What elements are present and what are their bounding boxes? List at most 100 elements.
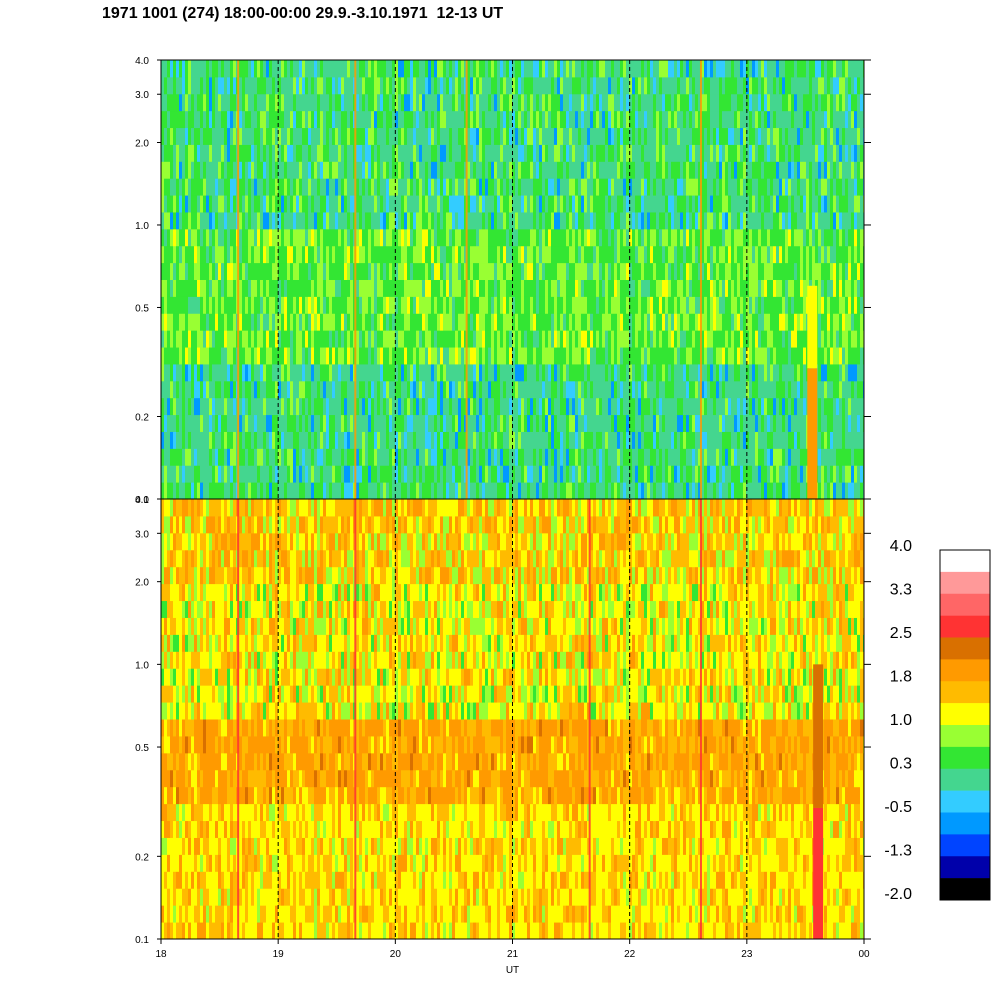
heatmap-cell: [587, 110, 591, 129]
heatmap-cell: [602, 178, 606, 196]
heatmap-cell: [656, 245, 660, 264]
heatmap-cell: [233, 448, 237, 466]
heatmap-cell: [533, 195, 537, 213]
heatmap-cell: [644, 76, 648, 95]
heatmap-cell: [332, 414, 336, 432]
heatmap-cell: [512, 414, 516, 432]
heatmap-cell: [278, 110, 282, 129]
heatmap-cell: [590, 397, 594, 416]
heatmap-cell: [443, 245, 447, 264]
heatmap-cell: [575, 347, 579, 365]
heatmap-cell: [413, 380, 417, 399]
heatmap-cell: [665, 245, 669, 264]
heatmap-cell: [173, 211, 177, 230]
heatmap-cell: [617, 195, 621, 213]
heatmap-cell: [260, 262, 264, 280]
heatmap-cell: [404, 448, 408, 466]
heatmap-cell: [473, 279, 477, 297]
heatmap-cell: [503, 195, 507, 213]
heatmap-cell: [287, 380, 291, 399]
heatmap-cell: [557, 482, 561, 499]
heatmap-cell: [632, 161, 636, 179]
heatmap-cell: [188, 397, 192, 416]
heatmap-cell: [437, 431, 441, 449]
heatmap-cell: [629, 296, 633, 314]
heatmap-cell: [323, 262, 327, 280]
heatmap-cell: [665, 93, 669, 112]
heatmap-cell: [407, 195, 411, 213]
heatmap-cell: [689, 262, 693, 280]
heatmap-cell: [518, 448, 522, 466]
heatmap-cell: [446, 465, 450, 483]
heatmap-cell: [554, 482, 558, 499]
heatmap-cell: [548, 245, 552, 264]
heatmap-cell: [614, 245, 618, 264]
heatmap-cell: [557, 195, 561, 213]
heatmap-cell: [653, 211, 657, 230]
heatmap-cell: [233, 211, 237, 230]
heatmap-cell: [269, 93, 273, 112]
heatmap-cell: [350, 279, 354, 297]
heatmap-cell: [368, 127, 372, 145]
heatmap-cell: [686, 363, 690, 382]
heatmap-cell: [398, 448, 402, 466]
heatmap-cell: [653, 431, 657, 449]
heatmap-cell: [581, 279, 585, 297]
heatmap-cell: [323, 144, 327, 162]
heatmap-cell: [296, 144, 300, 162]
heatmap-cell: [722, 195, 726, 213]
heatmap-cell: [284, 127, 288, 145]
heatmap-cell: [284, 279, 288, 297]
heatmap-cell: [311, 211, 315, 230]
heatmap-cell: [257, 414, 261, 432]
heatmap-cell: [509, 76, 513, 95]
heatmap-cell: [680, 313, 684, 331]
heatmap-cell: [602, 262, 606, 280]
heatmap-cell: [626, 330, 630, 348]
heatmap-cell: [302, 93, 306, 112]
heatmap-cell: [386, 144, 390, 162]
heatmap-cell: [488, 465, 492, 483]
heatmap-cell: [278, 76, 282, 95]
heatmap-cell: [545, 161, 549, 179]
heatmap-cell: [413, 330, 417, 348]
heatmap-cell: [536, 195, 540, 213]
heatmap-cell: [173, 76, 177, 95]
heatmap-cell: [398, 60, 402, 78]
heatmap-cell: [242, 228, 246, 247]
heatmap-cell: [554, 178, 558, 196]
heatmap-cell: [488, 228, 492, 247]
heatmap-cell: [608, 195, 612, 213]
heatmap-cell: [443, 262, 447, 280]
heatmap-cell: [371, 76, 375, 95]
heatmap-cell: [404, 144, 408, 162]
heatmap-cell: [281, 110, 285, 129]
heatmap-cell: [218, 380, 222, 399]
heatmap-cell: [647, 110, 651, 129]
heatmap-cell: [659, 397, 663, 416]
heatmap-cell: [260, 363, 264, 382]
heatmap-cell: [290, 482, 294, 499]
heatmap-cell: [374, 380, 378, 399]
heatmap-cell: [362, 431, 366, 449]
heatmap-cell: [413, 245, 417, 264]
top-panel: [161, 60, 864, 499]
heatmap-cell: [683, 397, 687, 416]
heatmap-cell: [182, 431, 186, 449]
heatmap-cell: [656, 397, 660, 416]
heatmap-cell: [494, 313, 498, 331]
heatmap-cell: [527, 380, 531, 399]
heatmap-cell: [365, 448, 369, 466]
heatmap-cell: [512, 347, 516, 365]
heatmap-cell: [350, 448, 354, 466]
heatmap-cell: [371, 161, 375, 179]
heatmap-cell: [470, 245, 474, 264]
heatmap-cell: [185, 380, 189, 399]
heatmap-cell: [167, 110, 171, 129]
heatmap-cell: [311, 93, 315, 112]
heatmap-cell: [533, 178, 537, 196]
heatmap-cell: [185, 363, 189, 382]
heatmap-cell: [200, 93, 204, 112]
heatmap-cell: [416, 262, 420, 280]
heatmap-cell: [191, 211, 195, 230]
